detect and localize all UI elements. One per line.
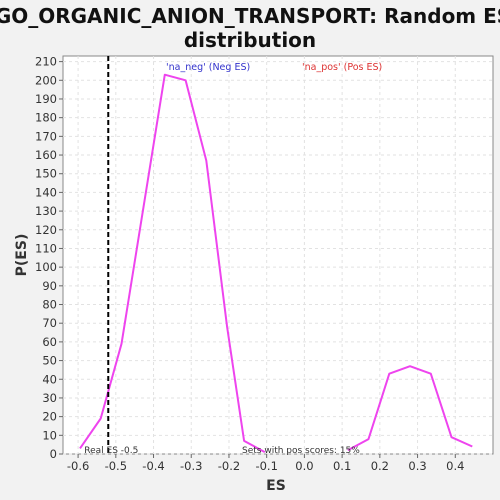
y-tick-label: 180 [35, 111, 57, 125]
x-tick-label: -0.2 [218, 459, 240, 473]
y-tick-label: 120 [35, 223, 57, 237]
legend-neg-es: 'na_neg' (Neg ES) [166, 62, 250, 73]
x-tick-label: -0.3 [180, 459, 202, 473]
y-tick-label: 70 [42, 316, 57, 330]
y-tick-label: 160 [35, 148, 57, 162]
y-tick-label: 190 [35, 92, 57, 106]
x-tick-label: 0.2 [371, 459, 389, 473]
y-tick-label: 0 [50, 447, 57, 461]
pos-scores-annotation: Sets with pos scores: 15% [242, 446, 360, 456]
y-tick-label: 20 [42, 410, 57, 424]
y-axis-ticks: 0 10 20 30 40 50 60 70 80 90 100 110 120 130 140 150 160… [35, 55, 63, 461]
y-tick-label: 50 [42, 354, 57, 368]
x-tick-label: -0.4 [142, 459, 164, 473]
plot-area [62, 55, 494, 455]
y-tick-label: 80 [42, 298, 57, 312]
y-tick-label: 210 [35, 55, 57, 69]
y-tick-label: 200 [35, 73, 57, 87]
x-tick-label: 0.4 [446, 459, 464, 473]
y-tick-label: 60 [42, 335, 57, 349]
y-tick-label: 140 [35, 185, 57, 199]
grid [63, 56, 493, 455]
y-tick-label: 90 [42, 279, 57, 293]
y-tick-label: 150 [35, 167, 57, 181]
y-tick-label: 110 [35, 241, 57, 255]
chart-title-line-1: GO_ORGANIC_ANION_TRANSPORT: Random ES [0, 4, 500, 28]
y-tick-label: 40 [42, 372, 57, 386]
x-tick-label: 0.3 [408, 459, 426, 473]
chart-title-line-2: distribution [184, 28, 316, 52]
x-tick-label: -0.5 [105, 459, 127, 473]
x-axis-ticks: -0.6 -0.5 -0.4 -0.3 -0.2 -0.1 0.0 0.1 0.2 0.3 0.4 [67, 454, 464, 473]
series-line-1 [347, 365, 473, 452]
y-tick-label: 170 [35, 129, 57, 143]
real-es-label: Real ES -0.5 [84, 446, 138, 456]
x-axis-label: ES [266, 478, 286, 494]
y-tick-label: 30 [42, 391, 57, 405]
y-tick-label: 100 [35, 260, 57, 274]
y-tick-label: 130 [35, 204, 57, 218]
x-tick-label: 0.0 [295, 459, 313, 473]
y-axis-label: P(ES) [14, 234, 30, 277]
x-tick-label: -0.1 [255, 459, 277, 473]
y-tick-label: 10 [42, 428, 57, 442]
x-tick-label: 0.1 [333, 459, 351, 473]
x-tick-label: -0.6 [67, 459, 89, 473]
legend-pos-es: 'na_pos' (Pos ES) [302, 62, 382, 73]
